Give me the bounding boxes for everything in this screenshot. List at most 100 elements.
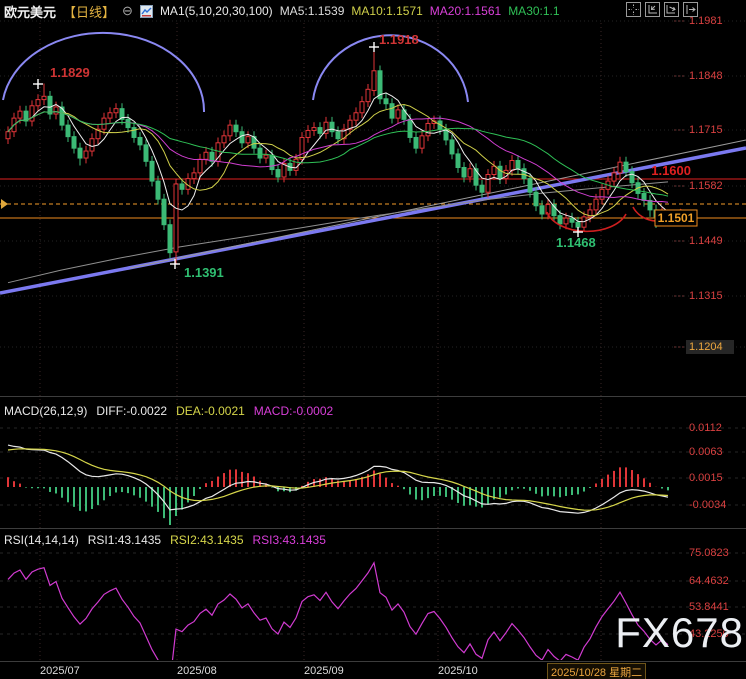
axis-label-bg bbox=[686, 340, 734, 354]
candle bbox=[479, 184, 485, 193]
timeframe-label[interactable]: 【日线】 bbox=[63, 4, 116, 20]
candle bbox=[161, 198, 167, 226]
rsi2-value: RSI2:43.1435 bbox=[170, 533, 244, 547]
chart-toolbar bbox=[626, 2, 698, 17]
ma10-value: MA10:1.1571 bbox=[351, 4, 423, 18]
trendline bbox=[129, 139, 746, 269]
candle bbox=[473, 168, 479, 186]
current-date-label: 2025/10/28 星期二 bbox=[547, 663, 647, 679]
candle bbox=[35, 99, 41, 107]
candle bbox=[239, 131, 245, 144]
candle bbox=[623, 161, 629, 173]
candle bbox=[89, 138, 95, 152]
drawn-arc bbox=[2, 31, 206, 113]
candle bbox=[425, 122, 431, 137]
price-annotation: 1.1918 bbox=[379, 32, 419, 47]
ma5-line bbox=[7, 92, 669, 223]
candle bbox=[647, 199, 653, 211]
candle bbox=[41, 95, 47, 101]
main-price-pane bbox=[0, 31, 746, 295]
zoom-out-icon[interactable]: ⊖ bbox=[122, 3, 133, 18]
price-annotation: 1.1829 bbox=[50, 65, 90, 80]
rsi3-value: RSI3:43.1435 bbox=[252, 533, 326, 547]
ma100-line bbox=[7, 181, 669, 284]
candle bbox=[335, 131, 341, 140]
date-label: 2025/07 bbox=[40, 665, 80, 677]
candle bbox=[233, 124, 239, 133]
macd-axis-label: -0.0034 bbox=[689, 499, 726, 511]
candle bbox=[281, 162, 287, 178]
candle bbox=[131, 127, 137, 138]
crosshair-icon[interactable] bbox=[626, 2, 641, 17]
candle bbox=[617, 161, 623, 174]
candle bbox=[167, 224, 173, 254]
rsi-axis-label: 43.2250 bbox=[689, 628, 729, 640]
candle bbox=[143, 144, 149, 162]
candle bbox=[455, 153, 461, 169]
candle bbox=[245, 136, 251, 144]
macd-params: MACD(26,12,9) bbox=[4, 404, 88, 418]
candle bbox=[515, 160, 521, 170]
rsi-pane bbox=[7, 561, 669, 660]
candle bbox=[107, 112, 113, 119]
price-axis-label: 1.1981 bbox=[689, 15, 723, 27]
candle bbox=[389, 103, 395, 119]
candle bbox=[575, 221, 581, 228]
trendline bbox=[0, 146, 746, 295]
candle bbox=[641, 192, 647, 201]
candle bbox=[155, 180, 161, 200]
candle bbox=[509, 160, 515, 171]
candle bbox=[449, 139, 455, 155]
macd-macd-value: MACD:-0.0002 bbox=[253, 404, 334, 418]
candle bbox=[47, 95, 53, 115]
candle bbox=[569, 217, 575, 223]
macd-header: MACD(26,12,9) DIFF:-0.0022 DEA:-0.0021 M… bbox=[4, 404, 333, 418]
rsi-axis-label: 75.0823 bbox=[689, 547, 729, 559]
candle bbox=[59, 106, 65, 126]
candle bbox=[179, 183, 185, 190]
candle bbox=[521, 168, 527, 180]
rsi1-value: RSI1:43.1435 bbox=[87, 533, 162, 547]
level-left-marker bbox=[1, 199, 8, 209]
candle bbox=[215, 142, 221, 162]
ma10-line bbox=[7, 103, 669, 217]
candle bbox=[299, 136, 305, 160]
candle bbox=[365, 88, 371, 103]
candle bbox=[269, 154, 275, 171]
price-axis-label: 1.1315 bbox=[689, 290, 723, 302]
scale-price-axis-icon[interactable] bbox=[645, 2, 660, 17]
collapse-panel-icon[interactable] bbox=[683, 2, 698, 17]
rsi-line bbox=[7, 561, 669, 660]
price-axis-label: 1.1848 bbox=[689, 70, 723, 82]
date-label: 2025/10 bbox=[438, 665, 478, 677]
candle bbox=[371, 70, 377, 92]
candle bbox=[53, 106, 59, 115]
candle bbox=[203, 151, 209, 160]
ma30-line bbox=[7, 111, 669, 197]
candle bbox=[197, 158, 203, 174]
candle bbox=[533, 191, 539, 207]
current-price-tag: 1.1501 bbox=[658, 211, 695, 225]
candle bbox=[209, 151, 215, 162]
candle bbox=[311, 127, 317, 131]
candle bbox=[17, 110, 23, 119]
candle bbox=[563, 217, 569, 225]
candle bbox=[593, 198, 599, 211]
date-label: 2025/08 bbox=[177, 665, 217, 677]
macd-pane bbox=[7, 444, 669, 526]
ma-settings-label: MA1(5,10,20,30,100) bbox=[159, 4, 273, 18]
candle bbox=[395, 109, 401, 119]
candle bbox=[497, 165, 503, 180]
price-annotation: 1.1391 bbox=[184, 265, 224, 280]
candle bbox=[461, 167, 467, 178]
candle bbox=[557, 215, 563, 225]
time-axis[interactable]: 2025/07 2025/08 2025/09 2025/10 2025/10/28 星… bbox=[0, 661, 746, 679]
rsi-params: RSI(14,14,14) bbox=[4, 533, 79, 547]
chart-thumbnail-icon[interactable] bbox=[139, 4, 153, 18]
price-axis-label: 1.1204 bbox=[689, 341, 723, 353]
macd-dea-line bbox=[7, 448, 669, 511]
scale-time-axis-icon[interactable] bbox=[664, 2, 679, 17]
candle bbox=[29, 105, 35, 122]
